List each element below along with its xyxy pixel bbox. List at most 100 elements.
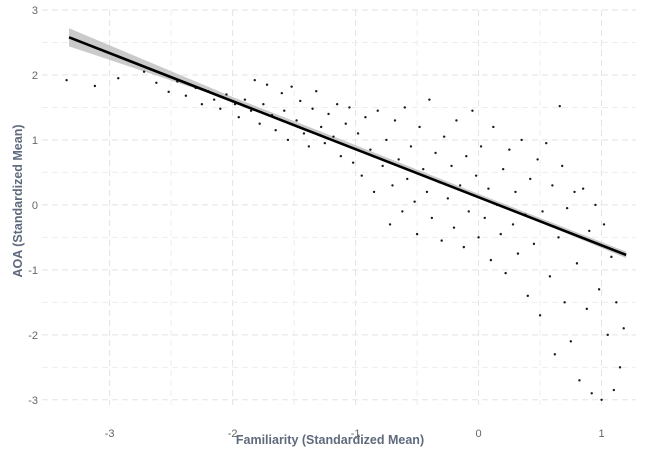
data-point	[428, 98, 431, 101]
data-point	[597, 288, 601, 291]
data-point	[450, 164, 453, 168]
data-point	[258, 122, 261, 125]
data-point	[467, 210, 470, 213]
data-point	[323, 141, 327, 145]
data-point	[501, 167, 505, 171]
data-points	[65, 70, 625, 402]
data-point	[409, 145, 413, 148]
data-point	[364, 115, 367, 119]
data-point	[212, 98, 216, 101]
data-point	[184, 94, 188, 97]
data-point	[290, 85, 293, 88]
data-point	[434, 151, 437, 155]
data-point	[575, 262, 579, 265]
data-point	[532, 242, 536, 246]
confidence-band	[69, 28, 627, 259]
data-point	[348, 106, 351, 109]
data-point	[514, 190, 517, 194]
data-point	[477, 236, 480, 239]
data-point	[440, 239, 443, 242]
data-point	[474, 174, 478, 177]
data-point	[458, 184, 462, 187]
confidence-band-group	[69, 28, 627, 259]
data-point	[520, 138, 523, 142]
data-point	[529, 177, 532, 181]
y-tick-label: 1	[32, 135, 38, 147]
data-point	[585, 307, 589, 311]
data-point	[511, 223, 515, 226]
data-point	[372, 190, 376, 194]
data-point	[418, 125, 421, 129]
data-point	[545, 141, 548, 145]
data-point	[381, 164, 384, 168]
data-point	[471, 109, 474, 112]
data-point	[446, 197, 450, 200]
data-point	[376, 109, 379, 112]
data-point	[283, 109, 286, 112]
data-point	[388, 223, 392, 226]
grid-lines	[42, 9, 636, 405]
y-tick-label: 2	[32, 70, 38, 82]
data-point	[391, 184, 394, 187]
data-point	[351, 161, 355, 164]
data-point	[249, 109, 253, 112]
x-tick-label: -1	[351, 428, 361, 440]
data-point	[594, 203, 597, 207]
data-point	[602, 223, 606, 226]
data-point	[615, 301, 618, 304]
data-point	[508, 148, 511, 151]
data-point	[413, 200, 416, 203]
data-point	[573, 190, 576, 194]
data-point	[622, 327, 625, 330]
data-point	[553, 353, 557, 356]
data-point	[319, 125, 323, 129]
data-point	[406, 177, 409, 181]
data-point	[590, 392, 593, 395]
data-point	[489, 258, 493, 262]
data-point	[65, 78, 68, 82]
data-point	[452, 226, 456, 229]
data-point	[167, 90, 170, 94]
x-axis-title: Familiarity (Standardized Mean)	[236, 433, 424, 447]
data-point	[462, 245, 466, 249]
data-point	[335, 103, 339, 106]
data-point	[219, 107, 222, 110]
data-point	[327, 112, 330, 116]
y-tick-label: -1	[28, 265, 38, 277]
data-point	[618, 366, 622, 369]
data-point	[526, 294, 529, 298]
data-point	[243, 98, 247, 101]
fit-line-group	[68, 36, 627, 257]
data-point	[274, 128, 277, 132]
data-point	[588, 229, 591, 233]
data-point	[563, 301, 566, 304]
y-tick-label: 0	[32, 200, 38, 212]
data-point	[548, 275, 552, 278]
data-point	[425, 190, 429, 194]
data-point	[612, 388, 616, 392]
data-point	[479, 145, 483, 148]
data-point	[581, 187, 585, 190]
data-point	[538, 314, 542, 317]
data-point	[551, 184, 554, 187]
data-point	[569, 340, 573, 343]
data-point	[286, 138, 290, 142]
data-point	[558, 104, 561, 108]
data-point	[262, 103, 265, 106]
data-point	[344, 122, 347, 125]
data-point	[93, 84, 97, 88]
fit-line	[68, 36, 627, 257]
data-point	[499, 232, 502, 236]
data-point	[200, 103, 204, 106]
data-point	[578, 379, 581, 382]
data-point	[557, 236, 560, 239]
data-point	[610, 255, 613, 259]
data-point	[295, 119, 298, 122]
data-point	[415, 232, 419, 236]
data-point	[504, 271, 507, 275]
x-tick-label: 1	[599, 428, 605, 440]
data-point	[369, 148, 372, 151]
data-point	[483, 216, 486, 220]
y-axis-title: AOA (Standardized Mean)	[11, 124, 25, 277]
